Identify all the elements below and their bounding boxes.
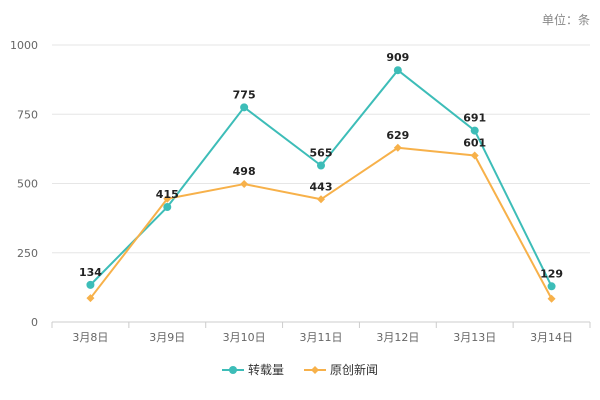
data-point: [470, 126, 479, 135]
data-point: [240, 103, 249, 112]
series-line-2: [89, 146, 553, 300]
legend-item-2[interactable]: 原创新闻: [304, 361, 378, 378]
x-tick-label: 3月8日: [72, 331, 108, 344]
x-tick-label: 3月13日: [453, 331, 496, 344]
data-label: 443: [310, 180, 333, 193]
data-point: [393, 143, 402, 152]
data-point: [86, 294, 95, 303]
data-point: [393, 66, 402, 75]
data-point: [163, 203, 172, 212]
x-tick-label: 3月14日: [530, 331, 573, 344]
data-point: [240, 180, 249, 189]
data-label: 498: [233, 165, 256, 178]
y-tick-label: 0: [31, 316, 38, 329]
x-tick-label: 3月11日: [300, 331, 343, 344]
series-layer: [86, 66, 556, 303]
data-label: 565: [310, 146, 333, 159]
data-point: [547, 282, 556, 291]
data-point: [470, 151, 479, 160]
data-label: 415: [156, 188, 179, 201]
y-tick-label: 1000: [10, 39, 38, 52]
legend-item-1[interactable]: 转载量: [221, 361, 284, 378]
data-label: 601: [463, 137, 486, 150]
legend-label: 原创新闻: [330, 363, 379, 377]
unit-label: 单位：条: [541, 13, 590, 27]
data-label: 909: [386, 51, 409, 64]
data-labels: 134 415 775 498 565 443 909 629 691 601 129: [79, 51, 563, 280]
data-point: [86, 280, 95, 289]
x-tick-label: 3月12日: [376, 331, 419, 344]
legend: 转载量 原创新闻: [0, 361, 600, 378]
legend-swatch: [221, 365, 244, 374]
data-label: 134: [79, 266, 102, 279]
y-tick-label: 500: [17, 178, 38, 191]
data-label: 691: [463, 112, 486, 125]
data-point: [163, 194, 172, 203]
grid-lines: [52, 44, 590, 254]
x-tick-label: 3月10日: [223, 331, 266, 344]
data-label: 129: [540, 267, 563, 280]
data-point: [547, 294, 556, 303]
data-label: 629: [386, 129, 409, 142]
data-point: [317, 161, 325, 170]
x-tick-label: 3月9日: [149, 331, 185, 344]
data-label: 775: [233, 88, 256, 101]
legend-label: 转载量: [247, 363, 284, 377]
legend-swatch: [304, 365, 326, 374]
series-line-1: [89, 69, 553, 287]
y-tick-label: 250: [17, 247, 38, 260]
axes: 0 250 500 750 1000 3月8日 3月9日 3月10日 3月11日 3月12日 3月1…: [10, 39, 591, 344]
data-point: [317, 195, 325, 204]
y-tick-label: 750: [17, 108, 38, 121]
